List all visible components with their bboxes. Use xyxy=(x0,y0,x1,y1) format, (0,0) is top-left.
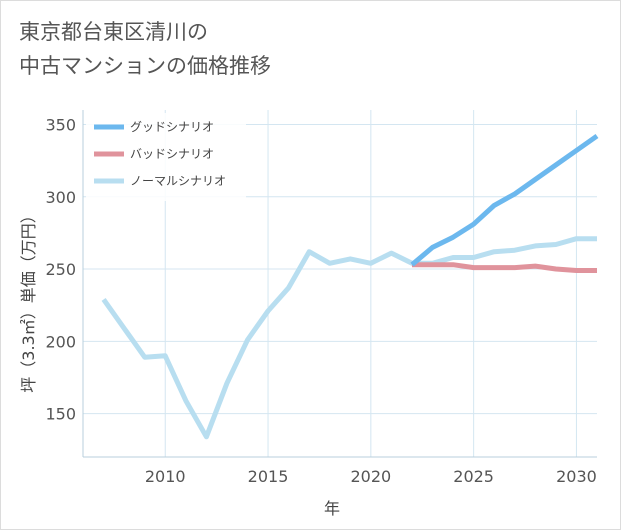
y-tick-label-200: 200 xyxy=(45,332,76,351)
y-tick-label-150: 150 xyxy=(45,405,76,424)
series-lines xyxy=(101,133,599,440)
legend-label-2: ノーマルシナリオ xyxy=(130,174,226,188)
chart-title-line1: 東京都台東区清川の xyxy=(19,20,208,44)
x-tick-label-2025: 2025 xyxy=(453,467,494,486)
series-line-0 xyxy=(410,133,599,267)
x-axis-title: 年 xyxy=(324,499,340,518)
axes: 2010 2015 2020 2025 2030 150 200 250 300 350 xyxy=(45,110,597,486)
y-tick-label-250: 250 xyxy=(45,260,76,279)
y-axis-title: 坪（3.3㎡）単価（万円） xyxy=(19,207,38,392)
chart-title-line2: 中古マンションの価格推移 xyxy=(19,54,271,78)
legend-label-0: グッドシナリオ xyxy=(130,120,214,134)
x-tick-label-2010: 2010 xyxy=(145,467,186,486)
y-tick-label-350: 350 xyxy=(45,115,76,134)
x-tick-label-2015: 2015 xyxy=(248,467,289,486)
series-line-2 xyxy=(101,236,597,440)
y-tick-label-300: 300 xyxy=(45,188,76,207)
x-tick-label-2020: 2020 xyxy=(350,467,391,486)
chart-title: 東京都台東区清川の 中古マンションの価格推移 xyxy=(19,15,271,83)
legend-label-1: バッドシナリオ xyxy=(130,147,214,161)
series-line-1 xyxy=(412,262,597,273)
x-tick-label-2030: 2030 xyxy=(556,467,597,486)
